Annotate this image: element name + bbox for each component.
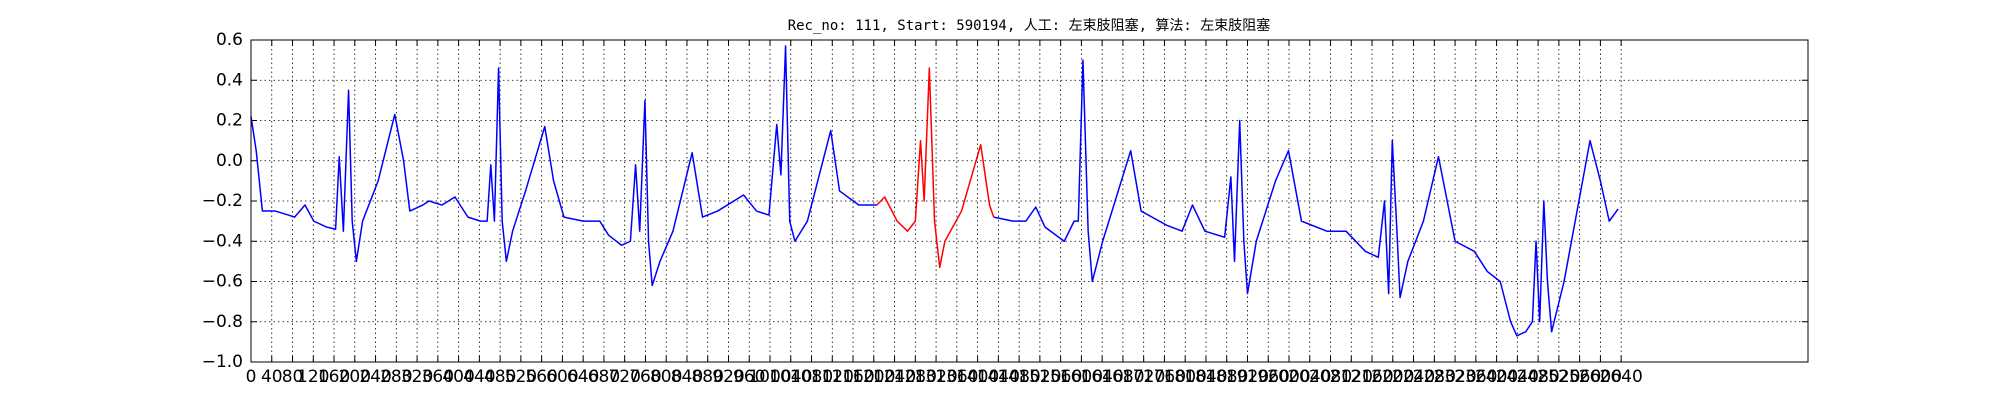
x-tick-label: 1320	[914, 367, 957, 387]
x-tick-label: 2560	[1558, 367, 1601, 387]
x-tick-label: 0	[246, 367, 257, 387]
x-tick-label: 160	[318, 367, 350, 387]
x-tick-label: 320	[401, 367, 433, 387]
x-tick-label: 2080	[1309, 367, 1352, 387]
x-tick-label: 1280	[894, 367, 937, 387]
x-tick-label: 1080	[790, 367, 833, 387]
x-tick-label: 1200	[852, 367, 895, 387]
x-tick-label: 440	[463, 367, 495, 387]
x-tick-label: 600	[546, 367, 578, 387]
x-tick-label: 1000	[748, 367, 791, 387]
x-tick-label: 1680	[1101, 367, 1144, 387]
chart-title: Rec_no: 111, Start: 590194, 人工: 左束肢阻塞, 算…	[788, 17, 1271, 34]
x-tick-label: 1880	[1205, 367, 1248, 387]
x-tick-label: 920	[712, 367, 744, 387]
y-tick-label: −0.8	[202, 312, 243, 332]
y-tick-label: −0.2	[202, 191, 243, 211]
x-tick-label: 2480	[1516, 367, 1559, 387]
series-line	[876, 67, 995, 269]
x-tick-label: 2320	[1433, 367, 1476, 387]
y-tick-label: −0.6	[202, 272, 243, 292]
y-tick-label: −1.0	[202, 352, 243, 372]
x-tick-label: 760	[629, 367, 661, 387]
x-tick-label: 40	[261, 367, 283, 387]
x-tick-label: 1840	[1184, 367, 1227, 387]
x-tick-label: 2120	[1330, 367, 1373, 387]
x-tick-label: 840	[671, 367, 703, 387]
x-tick-label: 1920	[1226, 367, 1269, 387]
x-tick-label: 2040	[1288, 367, 1331, 387]
x-tick-label: 1440	[977, 367, 1020, 387]
x-tick-label: 1120	[811, 367, 854, 387]
x-tick-label: 2160	[1350, 367, 1393, 387]
x-tick-label: 1600	[1060, 367, 1103, 387]
x-tick-label: 1360	[935, 367, 978, 387]
y-tick-label: 0.0	[216, 151, 243, 171]
x-tick-label: 520	[505, 367, 537, 387]
x-tick-label: 1760	[1143, 367, 1186, 387]
x-tick-label: 2000	[1267, 367, 1310, 387]
x-tick-label: 640	[567, 367, 599, 387]
y-tick-label: 0.2	[216, 111, 243, 131]
x-tick-label: 1480	[997, 367, 1040, 387]
x-tick-label: 1240	[873, 367, 916, 387]
x-tick-label: 200	[339, 367, 371, 387]
x-tick-label: 1640	[1081, 367, 1124, 387]
x-tick-label: 2360	[1454, 367, 1497, 387]
x-tick-label: 1560	[1039, 367, 1082, 387]
x-tick-label: 1400	[956, 367, 999, 387]
x-tick-label: 2400	[1475, 367, 1518, 387]
x-tick-label: 480	[484, 367, 516, 387]
x-tick-label: 240	[359, 367, 391, 387]
x-tick-label: 80	[282, 367, 304, 387]
x-tick-label: 2200	[1371, 367, 1414, 387]
x-tick-label: 1960	[1247, 367, 1290, 387]
x-tick-label: 2520	[1537, 367, 1580, 387]
x-tick-label: 960	[733, 367, 765, 387]
x-tick-label: 2440	[1496, 367, 1539, 387]
x-tick-label: 400	[442, 367, 474, 387]
x-tick-label: 560	[525, 367, 557, 387]
x-tick-label: 1520	[1018, 367, 1061, 387]
x-tick-label: 360	[422, 367, 454, 387]
x-tick-label: 880	[691, 367, 723, 387]
y-tick-label: 0.4	[216, 70, 243, 90]
x-tick-label: 2600	[1579, 367, 1622, 387]
x-tick-label: 120	[297, 367, 329, 387]
x-tick-label: 1040	[769, 367, 812, 387]
x-tick-label: 1800	[1164, 367, 1207, 387]
y-tick-label: −0.4	[202, 231, 243, 251]
series-line	[250, 45, 1619, 337]
x-tick-label: 720	[608, 367, 640, 387]
x-tick-label: 1720	[1122, 367, 1165, 387]
x-tick-label: 280	[380, 367, 412, 387]
y-tick-label: 0.6	[216, 30, 243, 50]
x-tick-label: 680	[588, 367, 620, 387]
x-tick-label: 800	[650, 367, 682, 387]
x-tick-label: 2240	[1392, 367, 1435, 387]
x-tick-label: 2280	[1413, 367, 1456, 387]
plot-frame	[250, 39, 1809, 363]
x-tick-label: 1160	[831, 367, 874, 387]
x-tick-label: 2640	[1600, 367, 1643, 387]
